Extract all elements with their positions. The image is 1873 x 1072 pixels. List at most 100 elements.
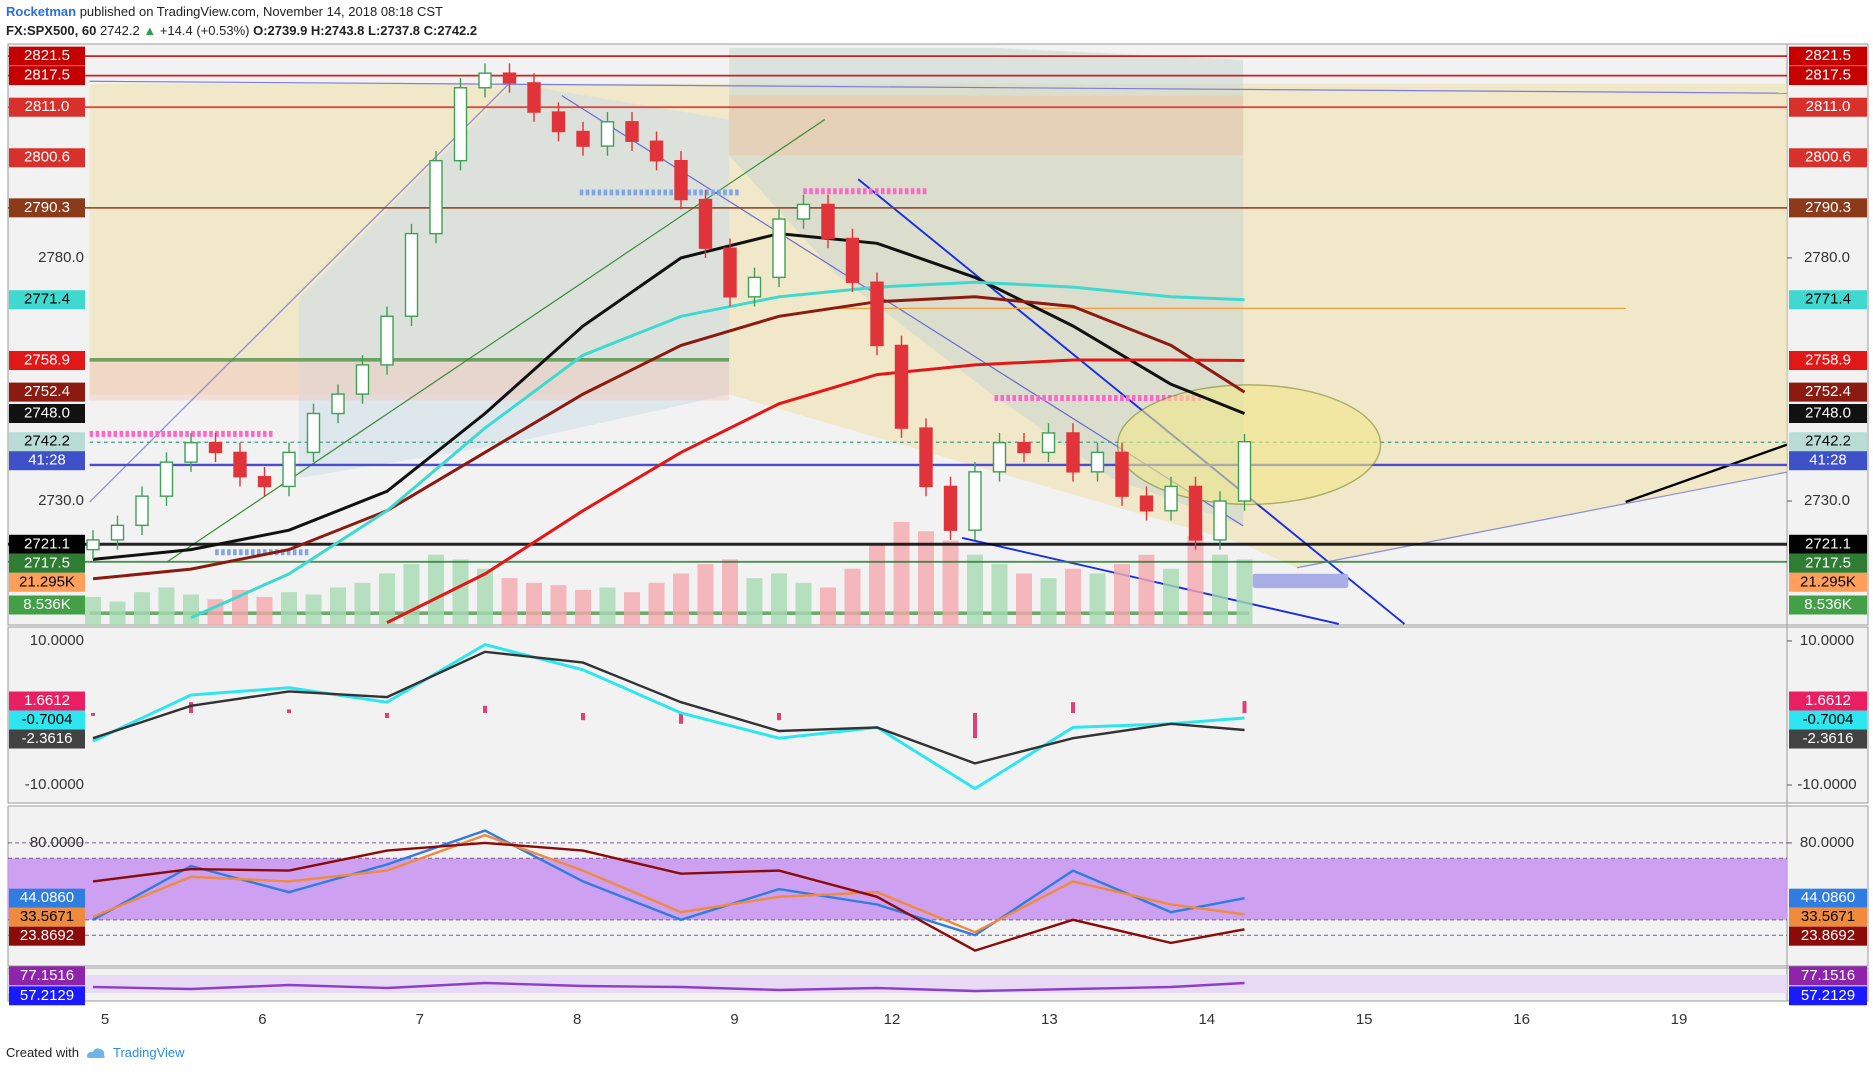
price-label: 2800.6 <box>1805 149 1851 166</box>
volume-bar <box>428 554 444 625</box>
price-label-box <box>9 907 85 927</box>
histogram-bar <box>581 712 585 721</box>
x-tick-label: 8 <box>573 1011 581 1028</box>
candle-body <box>747 276 762 298</box>
volume-bar <box>771 573 787 625</box>
volume-bar <box>1163 568 1179 625</box>
candle-body <box>502 72 517 84</box>
candle-body <box>306 412 321 454</box>
y-tick-label: 10.0000 <box>1800 632 1854 649</box>
zone <box>1252 573 1349 589</box>
price-label-box <box>1789 986 1867 1006</box>
price-label: 44.0860 <box>20 889 74 906</box>
volume-bar <box>1236 559 1253 625</box>
moving-average <box>190 280 1245 620</box>
volume-bar <box>795 582 812 625</box>
price-label-box <box>1789 198 1867 218</box>
price-label: 2717.5 <box>24 554 70 571</box>
moving-average <box>92 232 1246 561</box>
marks: 2780.0 2780.0 2730.0 2730.0 2821.5 2821.5 2817… <box>8 46 1867 1028</box>
volume-bar <box>526 582 542 625</box>
price-label-box <box>9 432 85 452</box>
candle-body <box>355 364 370 395</box>
candle-body <box>894 344 909 429</box>
price-label: 23.8692 <box>1801 927 1855 944</box>
indicator-line <box>92 833 1245 934</box>
indicator-line <box>92 841 1245 952</box>
candle-body <box>233 451 247 478</box>
price-label-box <box>1789 66 1867 86</box>
volume-bar <box>844 568 861 625</box>
volume-bar <box>183 594 199 625</box>
published: published on TradingView.com, November 1… <box>79 4 443 19</box>
price-label: 2790.3 <box>1805 199 1851 216</box>
candle-body <box>870 281 884 347</box>
volume-bar <box>1187 535 1204 625</box>
x-tick-label: 5 <box>101 1011 109 1028</box>
volume-bar <box>403 564 420 625</box>
x-tick-label: 19 <box>1671 1011 1688 1028</box>
indicator-line <box>92 981 1245 993</box>
footer: Created with TradingView <box>6 1045 185 1060</box>
panel-axis: 10.0000 10.0000 -10.0000 -10.0000 1.6612 1.66… <box>9 632 1867 793</box>
price-label-box <box>1789 572 1867 592</box>
price-label-box <box>9 691 85 711</box>
volume-bar <box>820 587 836 625</box>
candle-body <box>1213 500 1227 541</box>
last-price: 2742.2 <box>99 23 140 38</box>
volume-bar <box>575 589 591 625</box>
candle-body <box>1237 441 1252 502</box>
header-line: FX:SPX500, 60 2742.2 ▲ +14.4 (+0.53%) O:… <box>6 21 477 40</box>
price-label-box <box>1789 46 1867 66</box>
x-tick-label: 7 <box>416 1011 424 1028</box>
price-label-box <box>9 986 85 1006</box>
price-label: 2748.0 <box>24 404 70 421</box>
histogram-bar <box>483 705 487 713</box>
price-label: 2821.5 <box>1805 47 1851 64</box>
candle-body <box>943 485 958 531</box>
price-label: 2748.0 <box>1805 404 1851 421</box>
volume-bar <box>134 592 150 625</box>
price-label: 8.536K <box>1804 596 1852 613</box>
price-label-box <box>9 926 85 946</box>
price-label: -2.3616 <box>22 730 73 747</box>
price-label: 33.5671 <box>20 908 74 925</box>
price-label-box <box>1789 553 1867 573</box>
volume-bar <box>501 578 518 625</box>
zone <box>729 95 1244 156</box>
y-tick-label: 80.0000 <box>1800 834 1854 851</box>
price-label-box <box>9 572 85 592</box>
price-label-box <box>1789 432 1867 452</box>
brand[interactable]: TradingView <box>112 1045 185 1060</box>
price-label: 2817.5 <box>1805 67 1851 84</box>
panel-axis: 2780.0 2780.0 2730.0 2730.0 2821.5 2821.5 2817… <box>9 46 1867 615</box>
price-label-box <box>1789 907 1867 927</box>
price-label-box <box>9 148 85 168</box>
price-label-box <box>1789 404 1867 424</box>
volume-bar <box>893 521 910 625</box>
volume-bar <box>746 578 763 625</box>
trend-line <box>857 178 1406 625</box>
price-label: -2.3616 <box>1803 730 1854 747</box>
volume-bar <box>722 559 738 625</box>
price-label-box <box>1789 290 1867 310</box>
price-label-box <box>9 553 85 573</box>
ohlc: O:2739.9 H:2743.8 L:2737.8 C:2742.2 <box>253 23 478 38</box>
candle-body <box>257 476 272 488</box>
price-label-box <box>1789 148 1867 168</box>
price-label-box <box>1789 710 1867 730</box>
candle-body <box>1139 495 1154 512</box>
volume-bar <box>1016 573 1032 625</box>
candle-body <box>723 247 737 298</box>
price-label: 41:28 <box>28 452 66 469</box>
histogram-bar <box>189 702 193 713</box>
y-tick-label: 2780.0 <box>38 249 84 266</box>
trend-line <box>89 76 517 503</box>
price-label: 2752.4 <box>24 383 70 400</box>
price-label-box <box>9 290 85 310</box>
y-tick-label: 2730.0 <box>38 492 84 509</box>
chart: 2780.0 2780.0 2730.0 2730.0 2821.5 2821.5 2817… <box>7 43 1869 1028</box>
author[interactable]: Rocketman <box>6 4 77 19</box>
price-label: 2752.4 <box>1805 383 1851 400</box>
price-label-box <box>9 595 85 615</box>
